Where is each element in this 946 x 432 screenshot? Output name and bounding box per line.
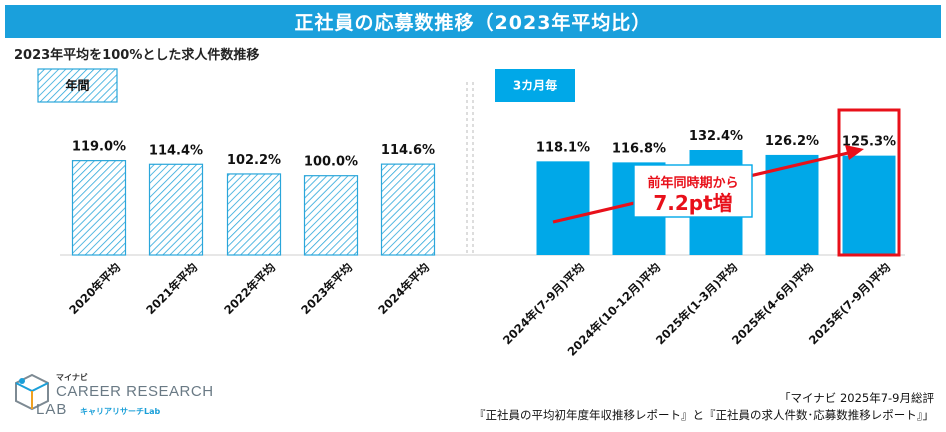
category-label: 2025年(1-3月)平均	[653, 260, 740, 347]
category-label: 2024年(7-9月)平均	[500, 260, 587, 347]
bar	[71, 160, 127, 256]
source-line-2: 『正社員の平均初年度年収推移レポート』と『正社員の求人件数･応募数推移レポート』…	[474, 408, 934, 422]
callout-box	[633, 164, 753, 218]
logo-subtitle: キャリアリサーチLab	[80, 407, 161, 416]
bar	[226, 173, 282, 256]
bar-value-label: 114.4%	[149, 143, 203, 158]
bar	[380, 163, 436, 256]
category-label: 2021年平均	[143, 260, 200, 317]
logo-lab: LAB	[36, 401, 68, 418]
bar-value-label: 116.8%	[612, 141, 666, 156]
callout-line-2: 7.2pt増	[653, 191, 732, 215]
category-label: 2020年平均	[66, 260, 123, 317]
bar-value-label: 100.0%	[304, 155, 358, 170]
bar-value-label: 125.3%	[842, 135, 896, 150]
bar-value-label: 132.4%	[689, 129, 743, 144]
category-label: 2023年平均	[298, 260, 355, 317]
bar	[536, 161, 590, 255]
chart-subtitle: 2023年平均を100%とした求人件数推移	[14, 48, 260, 63]
career-research-lab-logo: マイナビ CAREER RESEARCH LAB キャリアリサーチLab	[12, 368, 213, 424]
bar-value-label: 118.1%	[536, 140, 590, 155]
category-label: 2024年平均	[375, 260, 432, 317]
group-label: 3カ月毎	[513, 78, 557, 93]
bar	[148, 163, 204, 256]
callout-line-1: 前年同時期から	[647, 175, 738, 191]
cube-logo-icon	[15, 373, 49, 411]
highlight-box	[837, 108, 901, 257]
group-label-box	[495, 69, 575, 102]
trend-arrow-head	[845, 145, 864, 160]
bar	[842, 155, 896, 255]
group-label: 年間	[65, 78, 89, 93]
bar-value-label: 126.2%	[765, 134, 819, 149]
bar-value-label: 119.0%	[72, 140, 126, 155]
category-label: 2025年(4-6月)平均	[729, 260, 816, 347]
logo-brand: マイナビ	[56, 373, 88, 382]
source-note: 「マイナビ 2025年7-9月総評 『正社員の平均初年度年収推移レポート』と『正…	[474, 390, 934, 424]
logo-title: CAREER RESEARCH	[56, 383, 214, 400]
bar	[303, 175, 359, 256]
bar-value-label: 114.6%	[381, 143, 435, 158]
category-label: 2025年(7-9月)平均	[806, 260, 893, 347]
page-title: 正社員の応募数推移（2023年平均比）	[5, 5, 941, 38]
category-label: 2022年平均	[221, 260, 278, 317]
bar-value-label: 102.2%	[227, 153, 281, 168]
group-label-box	[37, 68, 118, 103]
source-line-1: 「マイナビ 2025年7-9月総評	[779, 391, 934, 405]
